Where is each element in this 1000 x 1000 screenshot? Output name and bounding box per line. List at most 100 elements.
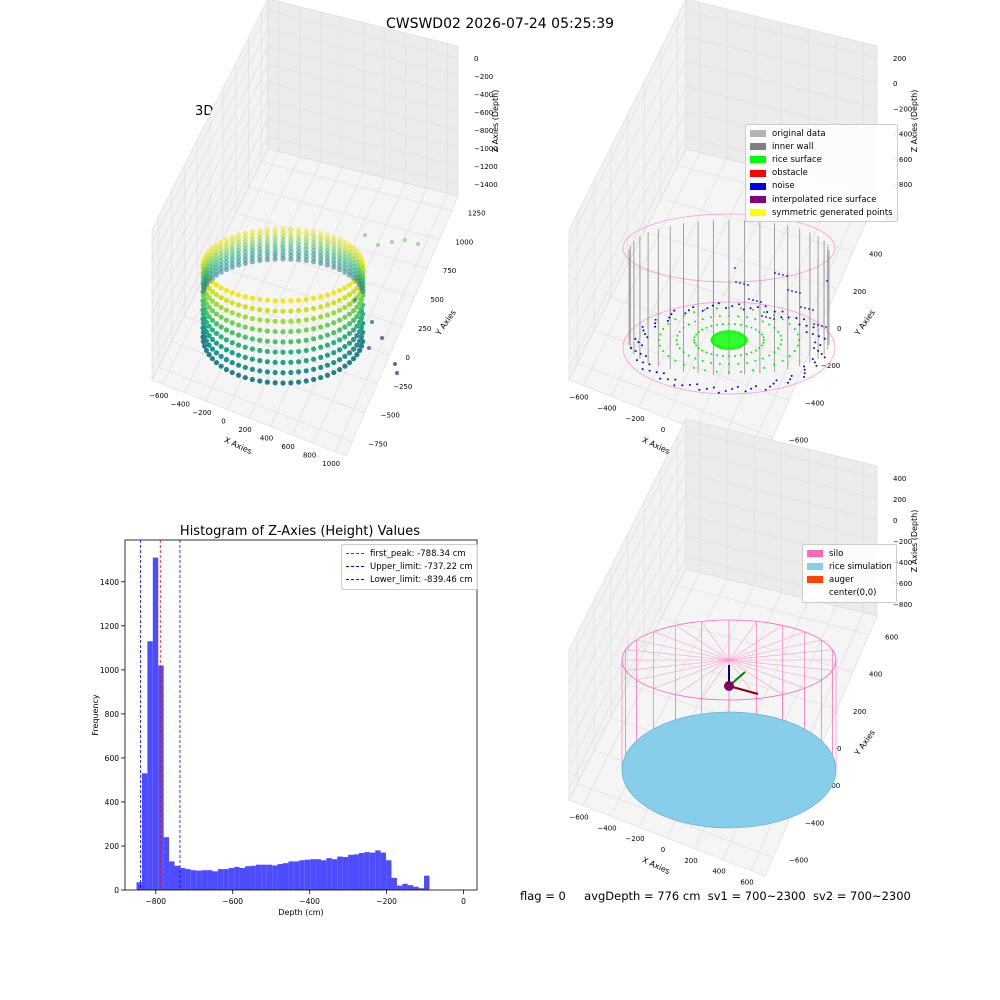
legend-swatch — [807, 550, 823, 558]
histogram-bar — [424, 875, 430, 890]
legend-label: center(0,0) — [829, 588, 877, 599]
noise-point — [641, 344, 644, 347]
rice-surface-point — [740, 370, 743, 373]
data-point — [296, 257, 302, 263]
y-tick-label: −400 — [805, 819, 824, 827]
grid-line — [267, 136, 459, 185]
data-point — [209, 245, 216, 251]
data-point — [353, 298, 357, 302]
noise-point — [696, 383, 699, 386]
data-point — [354, 285, 360, 291]
data-point — [303, 227, 309, 234]
histogram-bar — [234, 866, 240, 890]
grid-line — [568, 61, 687, 293]
data-point — [360, 277, 366, 283]
noise-point — [673, 309, 676, 312]
data-point — [336, 297, 343, 303]
y-tick-label: −750 — [368, 441, 387, 449]
z-tick-label: −1200 — [474, 163, 498, 171]
data-point — [367, 346, 371, 350]
grid-line — [685, 493, 878, 542]
y-tick-label: 600 — [105, 754, 120, 763]
rice-surface-point — [798, 339, 800, 341]
data-point — [257, 231, 263, 237]
noise-point — [813, 347, 815, 349]
data-point — [356, 329, 363, 335]
data-point — [288, 369, 294, 376]
noise-point — [655, 371, 658, 374]
data-point — [213, 242, 220, 248]
grid-line — [151, 82, 269, 315]
data-point — [272, 241, 278, 247]
data-point — [303, 358, 309, 364]
data-point — [311, 236, 317, 242]
data-point — [331, 245, 337, 252]
data-point — [303, 347, 309, 354]
data-point — [264, 338, 270, 344]
rice-surface-point — [761, 357, 764, 360]
grid-line — [151, 28, 269, 261]
x-tick-label: 0 — [221, 418, 225, 426]
flag-value: flag = 0 — [520, 889, 566, 903]
data-point — [358, 315, 365, 321]
rice-surface-point — [705, 326, 708, 329]
data-point — [380, 336, 384, 340]
grid-line — [568, 10, 687, 243]
noise-point — [734, 267, 736, 269]
noise-point — [817, 349, 820, 352]
data-point — [318, 364, 324, 371]
histogram-bar — [380, 852, 387, 890]
rice-surface-point — [710, 316, 713, 319]
data-point — [346, 261, 353, 267]
data-point — [358, 334, 365, 340]
histogram-bar — [163, 837, 170, 890]
histogram-bar — [174, 865, 180, 890]
data-point — [331, 369, 337, 376]
data-point — [354, 323, 360, 329]
histogram-bar — [402, 883, 408, 890]
grid-line — [267, 28, 459, 77]
y-axis-label: Y Axies — [852, 308, 877, 338]
data-point — [303, 337, 309, 343]
data-point — [296, 242, 302, 248]
data-point — [235, 247, 242, 253]
data-point — [249, 247, 255, 254]
data-point — [200, 329, 206, 335]
x-tick-label: −400 — [171, 401, 190, 409]
data-point — [223, 263, 230, 269]
data-point — [311, 315, 317, 322]
data-point — [272, 380, 278, 386]
data-point — [336, 337, 343, 343]
data-point — [350, 288, 357, 295]
legend-item-interpolated-rice-surface: interpolated rice surface — [750, 193, 893, 206]
rice-surface-point — [781, 318, 784, 321]
data-point — [249, 305, 255, 312]
histogram-bar — [369, 852, 376, 890]
noise-point — [825, 326, 827, 328]
data-point — [218, 324, 224, 330]
data-point — [229, 310, 235, 316]
data-point — [296, 230, 302, 237]
histogram-bar — [190, 870, 197, 890]
data-point — [296, 328, 302, 334]
noise-point — [795, 317, 798, 320]
rice-surface-point — [721, 323, 724, 326]
legend-label: first_peak: -788.34 cm — [370, 548, 466, 559]
rice-surface-point — [662, 350, 665, 353]
noise-point — [775, 379, 778, 382]
data-point — [272, 318, 278, 324]
x-tick-label: −200 — [376, 897, 397, 906]
grid-line — [685, 61, 878, 109]
histogram-bar — [375, 850, 381, 890]
rice-surface-point — [675, 339, 678, 341]
histogram-bar — [310, 859, 316, 890]
data-point — [201, 343, 208, 349]
data-point — [311, 295, 317, 301]
data-point — [346, 292, 353, 298]
legend-swatch — [750, 143, 766, 151]
data-point — [272, 245, 278, 251]
noise-point — [666, 319, 669, 322]
data-point — [331, 310, 337, 316]
data-point — [346, 301, 353, 307]
data-point — [223, 240, 230, 246]
